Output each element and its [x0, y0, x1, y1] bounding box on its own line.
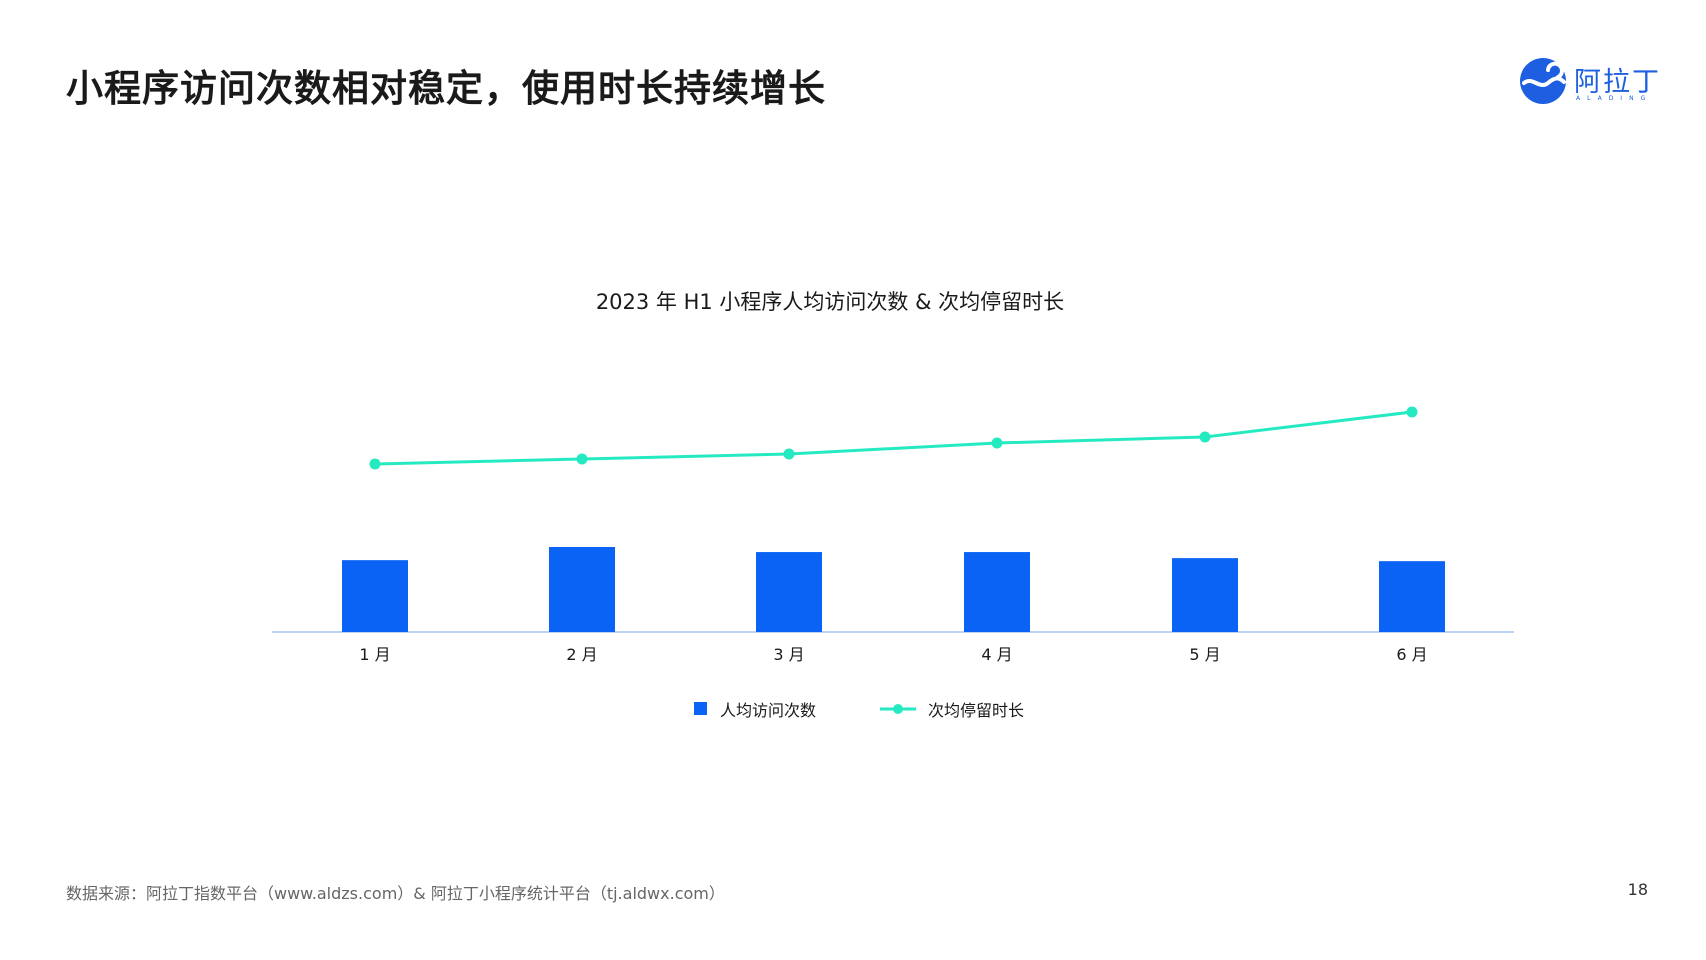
x-tick-label: 1 月 — [359, 645, 390, 664]
line-point-3 — [783, 448, 795, 460]
bar-1 — [342, 560, 408, 632]
page-title: 小程序访问次数相对稳定，使用时长持续增长 — [66, 67, 826, 110]
x-tick-label: 2 月 — [566, 645, 597, 664]
legend-bar-swatch — [694, 702, 707, 715]
logo-subtitle: ALADING — [1576, 95, 1653, 102]
line-point-4 — [991, 437, 1003, 449]
bar-6 — [1379, 561, 1445, 632]
logo-wordmark: 阿拉丁 — [1574, 67, 1661, 98]
line-series — [374, 410, 1413, 466]
x-tick-label: 3 月 — [773, 645, 804, 664]
bar-3 — [756, 552, 822, 632]
line-point-6 — [1406, 406, 1418, 418]
bar-2 — [549, 547, 615, 632]
x-tick-label: 6 月 — [1396, 645, 1427, 664]
data-source-note: 数据来源：阿拉丁指数平台（www.aldzs.com）& 阿拉丁小程序统计平台（… — [66, 884, 725, 903]
bar-4 — [964, 552, 1030, 632]
legend-label-line: 次均停留时长 — [928, 701, 1025, 720]
line-point-1 — [369, 458, 381, 470]
page-number: 18 — [1627, 880, 1648, 899]
line-point-5 — [1199, 431, 1211, 443]
chart-title: 2023 年 H1 小程序人均访问次数 & 次均停留时长 — [595, 290, 1065, 314]
x-tick-label: 5 月 — [1189, 645, 1220, 664]
legend-label-bar: 人均访问次数 — [720, 701, 817, 720]
bar-5 — [1172, 558, 1238, 632]
legend-line-swatch — [880, 704, 916, 714]
aladdin-logo-icon — [1520, 58, 1566, 104]
x-tick-label: 4 月 — [981, 645, 1012, 664]
brand-logo: 阿拉丁 ALADING — [1518, 54, 1661, 110]
line-point-2 — [576, 453, 588, 465]
